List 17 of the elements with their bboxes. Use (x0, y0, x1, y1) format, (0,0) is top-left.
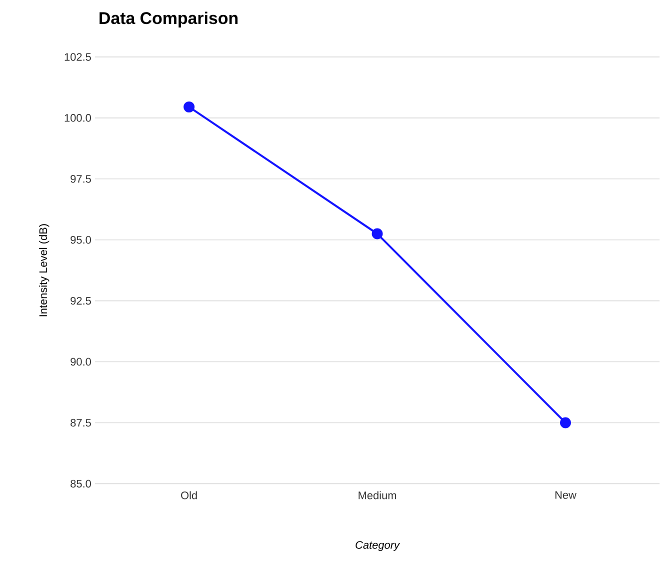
x-tick-label: Old (181, 491, 197, 500)
y-tick-label: 90.0 (70, 358, 91, 366)
y-tick-label: 97.5 (70, 175, 91, 183)
y-tick-label: 100.0 (64, 114, 91, 122)
y-axis-title: Intensity Level (dB) (38, 224, 50, 316)
y-tick-label: 87.5 (70, 419, 91, 427)
x-axis-title: Category (356, 541, 400, 552)
y-tick-label: 95.0 (70, 236, 91, 244)
point (560, 417, 571, 428)
x-tick-label: Medium (358, 491, 396, 500)
y-tick-label: 92.5 (70, 297, 91, 305)
x-tick-label: New (555, 491, 576, 500)
point (372, 228, 383, 240)
chart-title: Data Comparison (100, 12, 238, 28)
point (184, 102, 195, 113)
y-tick-label: 102.5 (64, 53, 91, 61)
y-tick-label: 85.0 (70, 480, 91, 488)
